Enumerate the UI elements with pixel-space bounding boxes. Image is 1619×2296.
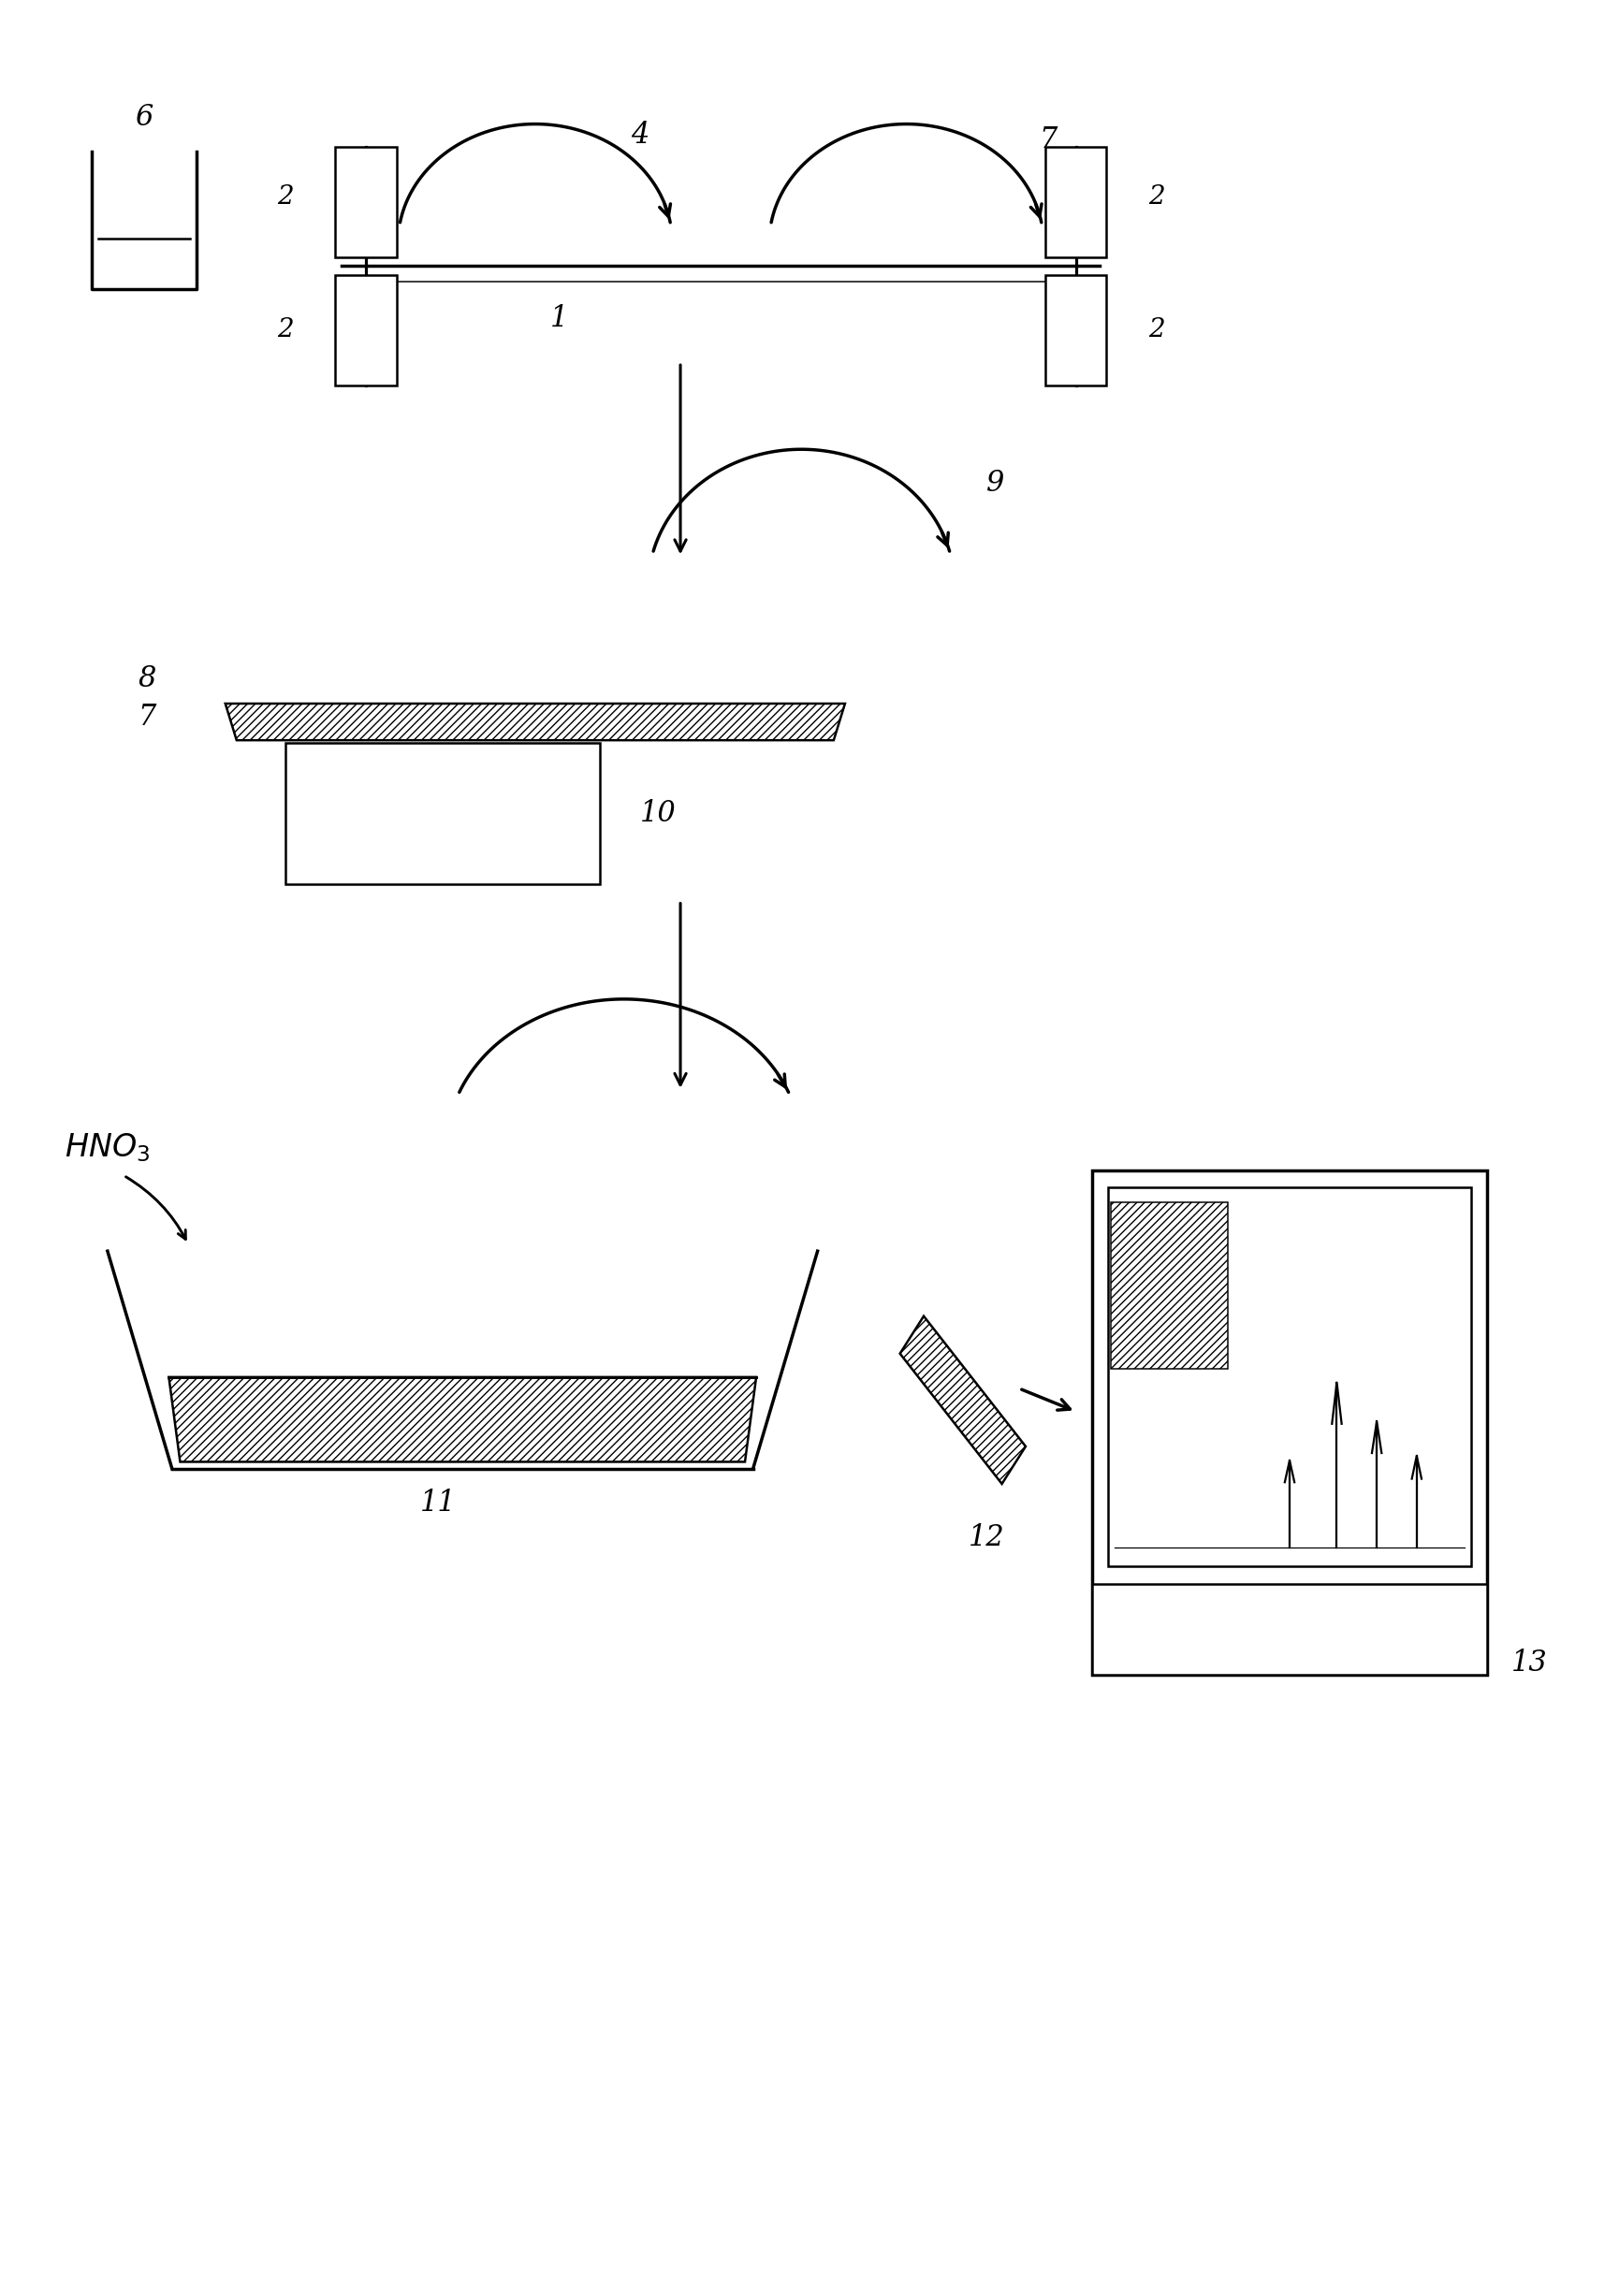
Bar	[1091, 1171, 1488, 1674]
Polygon shape	[168, 1378, 756, 1463]
Text: 1: 1	[550, 305, 568, 333]
Bar	[285, 742, 599, 884]
Bar	[335, 147, 397, 257]
Polygon shape	[900, 1316, 1026, 1483]
Bar	[1046, 147, 1106, 257]
Text: 7: 7	[1039, 126, 1057, 154]
Text: $HNO_3$: $HNO_3$	[65, 1132, 151, 1164]
Text: 8: 8	[138, 664, 155, 693]
Text: 6: 6	[134, 103, 152, 131]
Text: 2: 2	[1148, 184, 1164, 209]
Bar	[335, 276, 397, 386]
Bar	[1107, 1187, 1472, 1566]
Bar	[1091, 1584, 1488, 1674]
Text: 2: 2	[277, 317, 293, 342]
Polygon shape	[225, 703, 845, 739]
Text: 13: 13	[1512, 1649, 1548, 1678]
Text: 11: 11	[421, 1488, 457, 1518]
Text: 7: 7	[138, 703, 155, 732]
Text: 10: 10	[640, 799, 677, 829]
Bar	[1111, 1203, 1227, 1368]
Text: 2: 2	[1148, 317, 1164, 342]
Bar	[1046, 276, 1106, 386]
Text: 9: 9	[986, 468, 1004, 498]
Text: 12: 12	[968, 1522, 1005, 1552]
Text: 4: 4	[631, 122, 649, 149]
Text: 2: 2	[277, 184, 293, 209]
